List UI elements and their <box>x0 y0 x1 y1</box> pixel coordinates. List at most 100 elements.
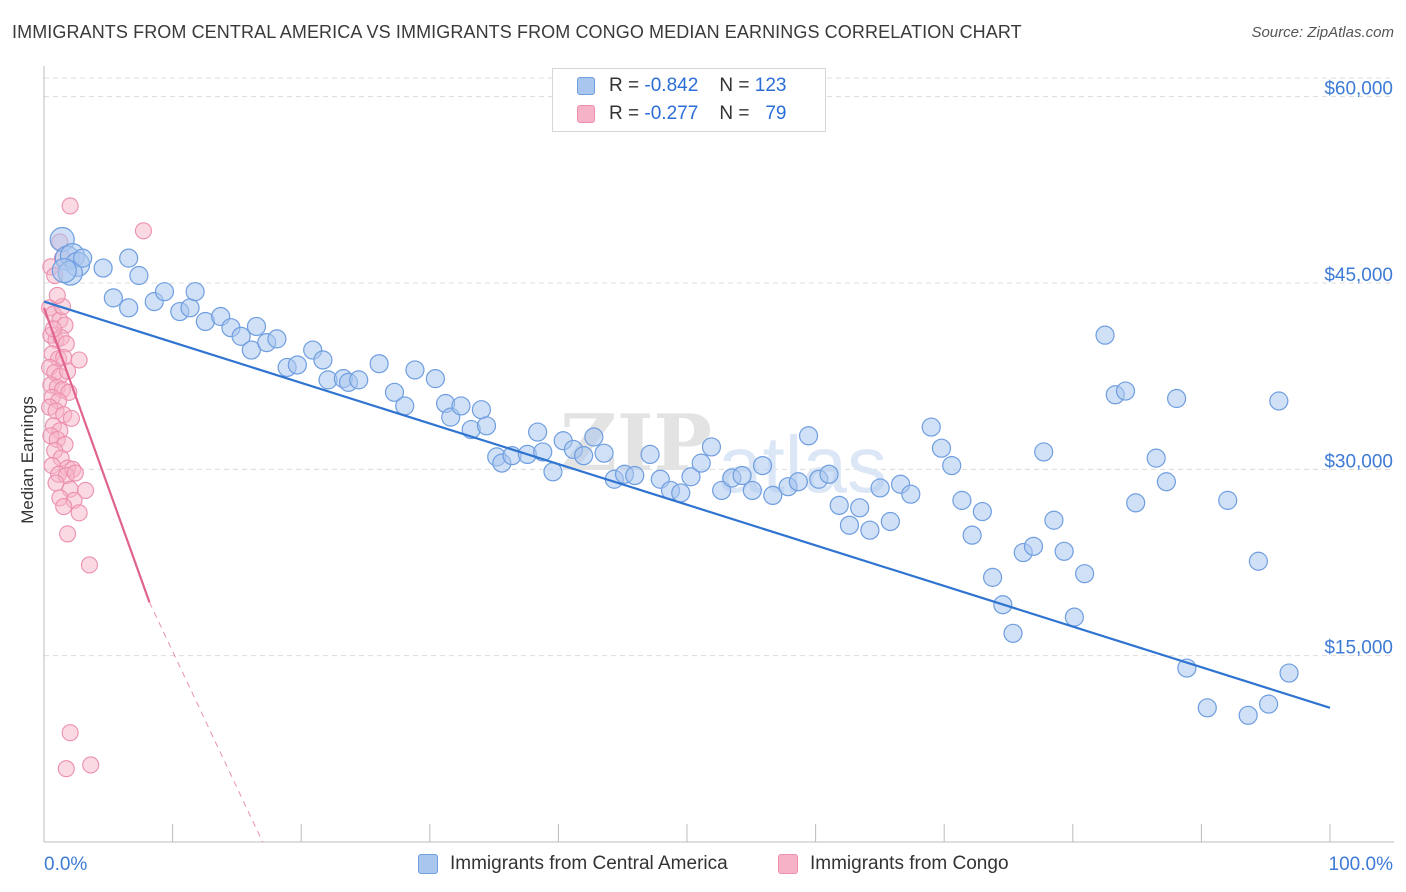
point-central-america <box>691 453 711 473</box>
series-central-america <box>49 226 1299 725</box>
point-congo <box>70 351 88 369</box>
point-congo <box>55 498 73 516</box>
point-central-america <box>287 355 307 375</box>
point-central-america <box>51 257 77 284</box>
trend-lines <box>42 300 1331 843</box>
tick-labels: $15,000 $30,000 $45,000 $60,000 0.0% 100.0% <box>44 79 1393 875</box>
point-central-america <box>1218 490 1238 510</box>
point-central-america <box>1074 564 1095 584</box>
point-congo <box>47 474 65 492</box>
point-central-america <box>584 427 604 447</box>
correlation-legend: R = -0.842 N = 123 R = -0.277 N = 79 <box>552 68 826 132</box>
point-congo <box>61 197 79 215</box>
point-central-america <box>732 465 752 486</box>
point-central-america <box>1034 442 1054 462</box>
point-central-america <box>1156 472 1176 492</box>
point-central-america <box>640 444 660 465</box>
point-congo <box>66 464 84 482</box>
trend-line-congo <box>42 307 151 603</box>
point-central-america <box>1238 705 1258 725</box>
point-central-america <box>73 248 93 268</box>
point-congo <box>82 756 100 774</box>
point-central-america <box>1167 388 1187 409</box>
legend-n-value: 123 <box>754 75 787 96</box>
point-central-america <box>931 438 952 458</box>
point-central-america <box>533 442 553 462</box>
point-central-america <box>267 329 287 349</box>
point-central-america <box>574 446 594 466</box>
legend-n-value: 79 <box>765 103 787 124</box>
legend-row-congo: R = -0.277 N = 79 <box>577 103 786 125</box>
point-central-america <box>819 464 839 484</box>
legend-swatch-pink <box>577 105 595 123</box>
point-central-america <box>829 495 849 515</box>
point-congo <box>57 760 75 778</box>
point-central-america <box>701 437 722 457</box>
point-congo <box>59 525 77 543</box>
point-central-america <box>246 316 267 337</box>
point-central-america <box>763 485 783 506</box>
point-central-america <box>921 417 941 437</box>
point-central-america <box>231 326 251 346</box>
point-central-america <box>180 298 200 318</box>
legend-r-value: -0.842 <box>644 75 699 96</box>
point-central-america <box>154 282 175 302</box>
point-central-america <box>1023 536 1044 556</box>
source-label: Source: ZipAtlas.com <box>1251 24 1394 41</box>
legend-r-label: R = <box>609 75 640 96</box>
point-central-america <box>471 400 491 420</box>
point-central-america <box>528 422 548 442</box>
point-central-america <box>952 490 972 510</box>
trend-line-central-america <box>43 300 1331 709</box>
x-tick-label: 0.0% <box>44 854 87 875</box>
point-central-america <box>681 467 701 487</box>
point-central-america <box>93 258 113 278</box>
y-tick-label: $60,000 <box>1324 79 1393 100</box>
point-central-america <box>1054 541 1074 561</box>
legend-row-central-america: R = -0.842 N = 123 <box>577 75 786 97</box>
chart-title: IMMIGRANTS FROM CENTRAL AMERICA VS IMMIG… <box>12 22 1022 42</box>
legend-swatch-blue <box>577 77 595 95</box>
legend-r-label: R = <box>609 103 640 124</box>
bottom-legend-central-america: Immigrants from Central America <box>418 852 728 876</box>
point-central-america <box>839 515 860 535</box>
point-central-america <box>1003 623 1023 643</box>
point-central-america <box>1044 510 1064 530</box>
point-central-america <box>1126 493 1146 513</box>
grid <box>44 77 1394 657</box>
point-central-america <box>962 525 982 545</box>
point-central-america <box>982 567 1003 587</box>
axes <box>43 66 1394 843</box>
x-tick-label: 100.0% <box>1329 854 1394 875</box>
point-central-america <box>942 455 962 476</box>
point-central-america <box>119 248 139 268</box>
point-central-america <box>1146 448 1166 468</box>
point-central-america <box>313 350 333 370</box>
point-central-america <box>119 298 139 318</box>
bottom-legend-label: Immigrants from Congo <box>810 853 1009 874</box>
y-tick-label: $30,000 <box>1324 451 1393 472</box>
point-central-america <box>476 416 497 436</box>
point-central-america <box>901 484 921 504</box>
point-central-america <box>1248 551 1268 571</box>
point-central-america <box>880 511 900 532</box>
point-central-america <box>129 265 149 286</box>
point-central-america <box>712 480 732 501</box>
point-central-america <box>405 360 425 380</box>
point-congo <box>134 222 152 240</box>
point-central-america <box>1269 391 1289 411</box>
point-central-america <box>671 483 691 503</box>
point-central-america <box>1064 607 1084 627</box>
y-tick-label: $45,000 <box>1324 265 1393 286</box>
point-central-america <box>1095 325 1115 345</box>
point-central-america <box>850 498 870 518</box>
point-central-america <box>742 480 762 501</box>
point-central-america <box>103 288 123 308</box>
point-central-america <box>860 520 880 540</box>
trend-line-congo-extension <box>148 602 264 843</box>
point-central-america <box>1197 698 1217 718</box>
bottom-legend-swatch-pink <box>778 854 798 874</box>
point-central-america <box>384 382 405 402</box>
point-central-america <box>972 501 992 522</box>
